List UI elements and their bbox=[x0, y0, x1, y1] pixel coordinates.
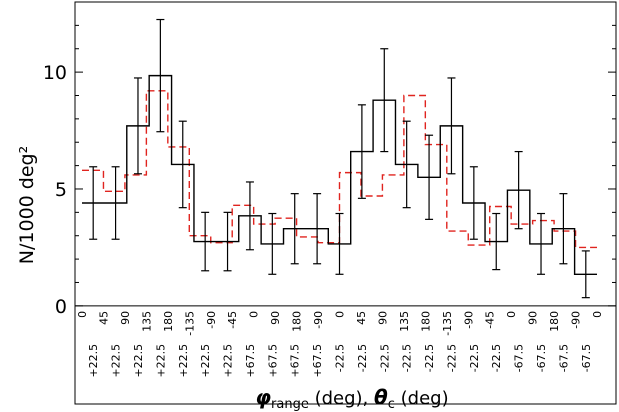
theta-tick-label: -22.5 bbox=[490, 344, 503, 372]
phi-tick-label: 0 bbox=[334, 311, 347, 318]
solid-step-line bbox=[82, 74, 597, 275]
x-label-theta-unit: (deg) bbox=[395, 388, 449, 409]
x-label-phi-sub: range bbox=[271, 397, 309, 412]
theta-tick-label: -22.5 bbox=[468, 344, 481, 372]
dashed-step-line bbox=[82, 90, 597, 249]
phi-tick-label: -135 bbox=[183, 311, 196, 336]
phi-tick-label: -90 bbox=[462, 311, 475, 329]
theta-tick-label: -67.5 bbox=[535, 344, 548, 372]
theta-tick-label: +22.5 bbox=[110, 344, 123, 378]
y-tick-label: 5 bbox=[55, 179, 67, 201]
phi-tick-label: -135 bbox=[441, 311, 454, 336]
phi-tick-label: 135 bbox=[140, 311, 153, 332]
theta-tick-label: +67.5 bbox=[289, 344, 302, 378]
phi-tick-label: -90 bbox=[312, 311, 325, 329]
theta-tick-label: +22.5 bbox=[154, 344, 167, 378]
phi-tick-label: 180 bbox=[162, 311, 175, 332]
phi-tick-label: 90 bbox=[119, 311, 132, 325]
phi-tick-label: 90 bbox=[269, 311, 282, 325]
theta-tick-label: -22.5 bbox=[334, 344, 347, 372]
theta-tick-label: -67.5 bbox=[557, 344, 570, 372]
theta-tick-label: +22.5 bbox=[222, 344, 235, 378]
series-dashed bbox=[82, 90, 597, 249]
phi-range-labels: 0 45 90 135 180 -135 -90 -45 0 90 180 -90 0 45 90 135 18… bbox=[76, 311, 604, 336]
phi-tick-label: 90 bbox=[527, 311, 540, 325]
phi-tick-label: -90 bbox=[205, 311, 218, 329]
phi-tick-label: -45 bbox=[484, 311, 497, 329]
theta-tick-label: -67.5 bbox=[580, 344, 593, 372]
phi-tick-label: 90 bbox=[376, 311, 389, 325]
y-tick-label: 10 bbox=[43, 62, 67, 84]
y-ticks: 0 5 10 bbox=[43, 24, 616, 318]
phi-tick-label: 180 bbox=[548, 311, 561, 332]
theta-tick-label: +22.5 bbox=[87, 344, 100, 378]
phi-tick-label: 180 bbox=[291, 311, 304, 332]
x-label-theta-sub: c bbox=[388, 397, 395, 412]
theta-tick-label: -22.5 bbox=[423, 344, 436, 372]
phi-tick-label: 45 bbox=[97, 311, 110, 325]
theta-tick-label: -22.5 bbox=[378, 344, 391, 372]
theta-tick-label: +22.5 bbox=[132, 344, 145, 378]
theta-center-labels: +22.5 +22.5 +22.5 +22.5 +22.5 +22.5 +22.5 +67.5… bbox=[87, 344, 593, 378]
phi-tick-label: -45 bbox=[226, 311, 239, 329]
series-solid bbox=[82, 18, 597, 299]
theta-tick-label: +22.5 bbox=[199, 344, 212, 378]
x-label-phi: φ bbox=[255, 385, 271, 409]
phi-tick-label: 45 bbox=[355, 311, 368, 325]
x-label-theta: θ bbox=[374, 385, 388, 409]
theta-tick-label: +67.5 bbox=[311, 344, 324, 378]
theta-tick-label: -22.5 bbox=[401, 344, 414, 372]
plot-frame bbox=[74, 1, 617, 405]
theta-tick-label: +67.5 bbox=[266, 344, 279, 378]
phi-tick-label: 0 bbox=[505, 311, 518, 318]
phi-tick-label: 135 bbox=[398, 311, 411, 332]
theta-tick-label: -22.5 bbox=[356, 344, 369, 372]
y-tick-label: 0 bbox=[55, 296, 67, 318]
x-axis-label: φrange (deg), θc (deg) bbox=[255, 385, 448, 412]
phi-tick-label: 180 bbox=[419, 311, 432, 332]
phi-tick-label: -90 bbox=[570, 311, 583, 329]
theta-tick-label: +67.5 bbox=[244, 344, 257, 378]
theta-tick-label: -22.5 bbox=[445, 344, 458, 372]
phi-tick-label: 0 bbox=[76, 311, 89, 318]
theta-tick-label: +22.5 bbox=[177, 344, 190, 378]
theta-tick-label: -67.5 bbox=[513, 344, 526, 372]
x-label-phi-unit: (deg), bbox=[309, 388, 374, 409]
y-axis-label: N/1000 deg² bbox=[16, 146, 38, 264]
phi-tick-label: 0 bbox=[591, 311, 604, 318]
phi-tick-label: 0 bbox=[248, 311, 261, 318]
